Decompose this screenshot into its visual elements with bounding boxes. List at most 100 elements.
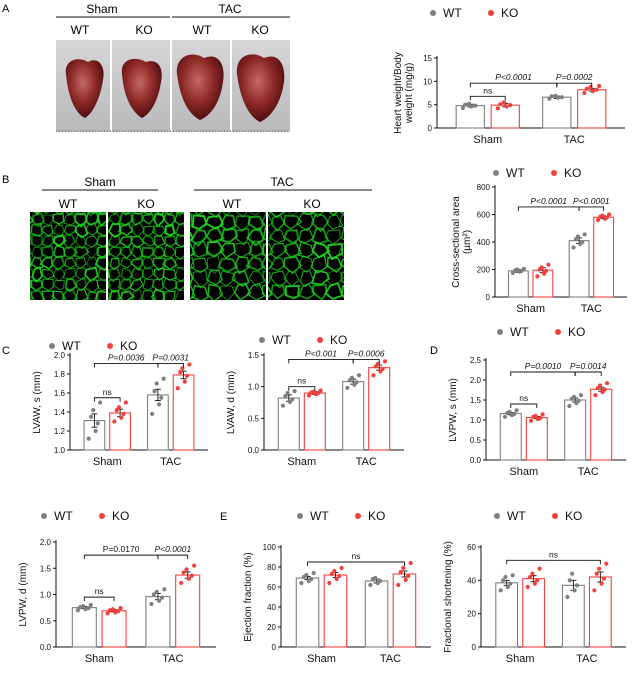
y-tick-label: 200 [477, 266, 491, 275]
genotype-label-a1: WT [71, 23, 90, 37]
legend-label: KO [368, 509, 385, 523]
chart-lvpw-d: 0.0 0.5 1.0 1.5 2.0 LVPW, d (mm) Sham TAC ns P=0.… [18, 509, 216, 665]
data-point [306, 393, 312, 398]
data-point [510, 270, 515, 276]
cell-outline [341, 226, 344, 241]
cell-outline [220, 228, 239, 244]
data-point [546, 262, 551, 267]
chart-lvpw-s: 0.0 0.5 1.0 1.5 2.0 2.5 LVPW, s (mm) Sham TAC ns P… [448, 325, 626, 478]
data-point [181, 570, 186, 575]
data-point [373, 575, 378, 581]
data-point [75, 608, 80, 613]
genotype-label-b3: WT [223, 197, 242, 211]
cell-outline [324, 282, 344, 300]
cell-outline [43, 212, 50, 215]
data-point [116, 609, 121, 614]
cell-outline [191, 240, 211, 258]
data-point [584, 86, 589, 91]
cell-outline [218, 270, 237, 287]
cell-outline [162, 290, 176, 300]
cell-outline [108, 289, 121, 300]
legend-swatch [99, 513, 105, 519]
data-point [86, 436, 91, 441]
cell-outline [233, 282, 252, 300]
bar [588, 576, 612, 648]
cell-outline [270, 284, 286, 300]
data-point [580, 239, 585, 245]
legend-swatch [497, 329, 503, 335]
data-point [521, 266, 527, 271]
y-tick-label: 1.5 [470, 396, 482, 405]
data-point [304, 572, 309, 578]
chart-cross-sectional-area: 0 200 400 600 800 Cross-sectional area(µm²) Sh… [451, 166, 627, 315]
data-point [119, 415, 124, 420]
cell-outline [129, 267, 145, 282]
data-point [123, 400, 128, 405]
data-point [501, 100, 507, 105]
data-point [280, 403, 286, 408]
significance-bracket [506, 559, 601, 565]
x-category-label: Sham [307, 653, 336, 665]
legend-label: WT [272, 333, 291, 347]
significance-bracket [288, 386, 316, 391]
cell-outline [205, 241, 225, 258]
y-tick-label: 20 [467, 610, 476, 619]
y-axis-label: Fractional shortening (%) [443, 541, 454, 653]
cell-outline [63, 213, 77, 226]
y-tick-label: 800 [477, 183, 491, 192]
cell-outline [96, 244, 106, 259]
significance-bracket [288, 358, 354, 364]
genotype-label-b1: WT [59, 197, 78, 211]
significance-bracket [578, 206, 605, 211]
y-tick-label: 100 [263, 543, 277, 552]
sham-header-b: Sham [84, 175, 115, 189]
x-category-label: TAC [162, 653, 183, 665]
legend-swatch [494, 513, 500, 519]
bar [593, 216, 615, 298]
cell-outline [96, 212, 106, 227]
cell-outline [246, 227, 265, 247]
micrograph-texture [108, 212, 184, 300]
cell-outline [42, 214, 54, 226]
significance-label: P<0.0001 [154, 544, 191, 554]
data-point [530, 571, 535, 576]
legend-label: KO [330, 333, 347, 347]
data-point [549, 94, 554, 99]
y-tick-label: 1.5 [40, 564, 52, 573]
genotype-label-a4: KO [251, 23, 268, 37]
x-category-label: Sham [506, 653, 535, 665]
bar [522, 578, 546, 648]
data-point [578, 393, 584, 398]
cell-outline [175, 212, 184, 216]
data-point [503, 574, 508, 580]
data-point [559, 95, 564, 100]
significance-label: P=0.0031 [152, 353, 189, 363]
data-point [81, 603, 86, 609]
heart-sham-ko [121, 58, 162, 118]
data-point [356, 373, 362, 378]
cell-outline [153, 213, 166, 228]
cell-outline [219, 285, 235, 300]
cell-outline [152, 246, 167, 259]
significance-label: ns [519, 393, 528, 403]
cell-outline [268, 214, 273, 227]
bar [561, 584, 585, 648]
legend-swatch [49, 343, 55, 349]
legend-swatch [493, 170, 499, 176]
cell-outline [62, 267, 77, 280]
cell-outline [75, 267, 86, 280]
data-point [299, 580, 304, 586]
cell-outline [142, 225, 157, 237]
significance-label: ns [103, 387, 112, 397]
significance-label: ns [95, 586, 104, 596]
data-point [95, 421, 100, 426]
legend-swatch [552, 513, 558, 519]
data-point [502, 414, 508, 419]
y-tick-label: 0 [272, 643, 277, 652]
cell-outline [245, 256, 266, 272]
data-point [157, 402, 162, 407]
significance-bracket [157, 363, 185, 368]
y-tick-label: 1.5 [248, 351, 260, 360]
legend-label: KO [565, 509, 582, 523]
data-point [309, 576, 314, 582]
